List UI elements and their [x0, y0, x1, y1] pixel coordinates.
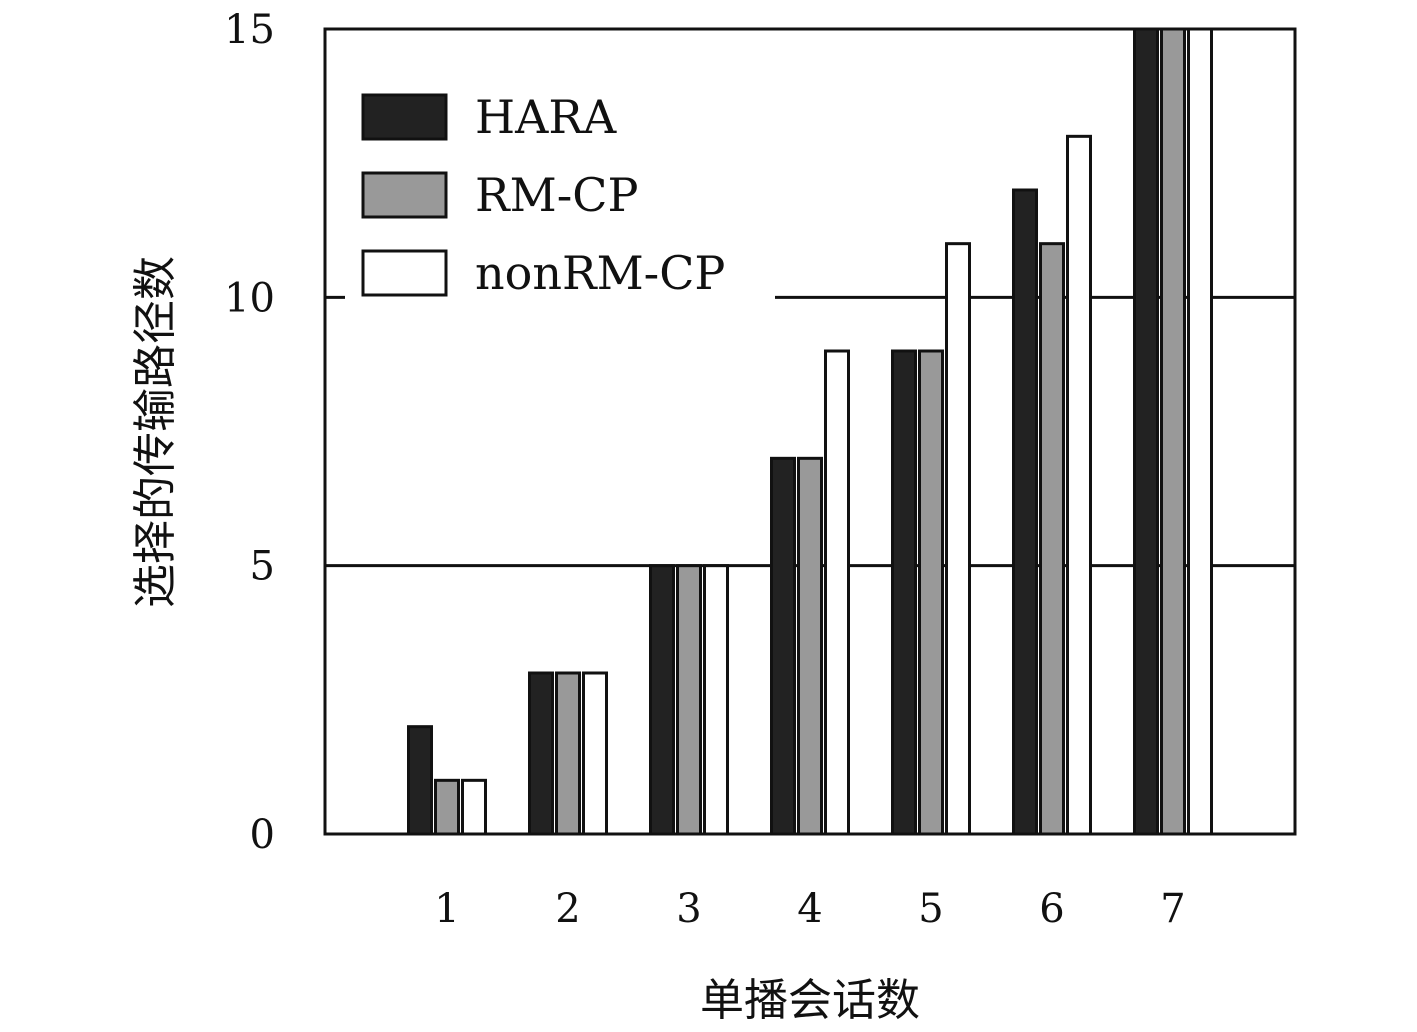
x-tick-label: 1	[434, 886, 459, 932]
bar-rm-cp-2	[555, 671, 581, 836]
y-axis-label: 选择的传输路径数	[130, 256, 181, 608]
bar-nonrm-cp-5	[945, 242, 971, 836]
bar-nonrm-cp-2	[582, 671, 608, 836]
bar-hara-2	[528, 671, 554, 836]
bar-hara-6	[1012, 188, 1038, 836]
x-tick-label: 7	[1160, 886, 1185, 932]
bar-rm-cp-3	[676, 564, 702, 836]
bar-rm-cp-5	[918, 349, 944, 836]
bar-hara-1	[407, 725, 433, 836]
y-tick-label: 0	[250, 812, 275, 858]
plot-frame	[323, 27, 1297, 836]
bar-nonrm-cp-4	[824, 349, 850, 836]
x-tick-label: 5	[918, 886, 943, 932]
bar-nonrm-cp-3	[703, 564, 729, 836]
y-tick-label: 10	[224, 275, 275, 321]
bar-rm-cp-4	[797, 456, 823, 836]
legend-label: HARA	[475, 90, 617, 144]
y-tick-label: 15	[224, 7, 275, 53]
x-tick-label: 3	[676, 886, 701, 932]
bar-rm-cp-6	[1039, 242, 1065, 836]
legend-swatch-nonrm-cp	[361, 249, 448, 297]
bar-nonrm-cp-1	[461, 778, 487, 836]
bar-hara-5	[891, 349, 917, 836]
x-tick-label: 6	[1039, 886, 1064, 932]
x-tick-label: 4	[797, 886, 822, 932]
legend-label: RM-CP	[475, 168, 638, 222]
legend-swatch-hara	[361, 93, 448, 141]
y-tick-label: 5	[250, 544, 275, 590]
x-axis-label: 单播会话数	[700, 975, 920, 1026]
x-tick-labels: 1 2 3 4 5 6 7	[434, 886, 1185, 932]
legend-swatch-rm-cp	[361, 171, 448, 219]
bar-nonrm-cp-6	[1066, 134, 1092, 836]
y-tick-labels: 0 5 10 15	[224, 7, 275, 858]
legend-label: nonRM-CP	[475, 246, 725, 300]
bar-rm-cp-1	[434, 778, 460, 836]
x-tick-label: 2	[555, 886, 580, 932]
bar-nonrm-cp-7	[1187, 27, 1213, 836]
bar-hara-4	[770, 456, 796, 836]
bar-rm-cp-7	[1160, 27, 1186, 836]
bar-hara-7	[1133, 27, 1159, 836]
bar-hara-3	[649, 564, 675, 836]
